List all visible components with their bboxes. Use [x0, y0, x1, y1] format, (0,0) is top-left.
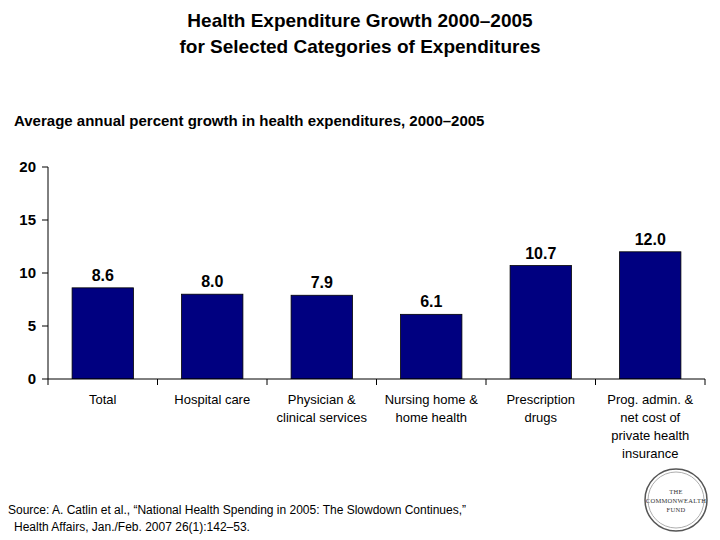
y-tick — [42, 220, 48, 221]
x-tick-label: Prescription drugs — [506, 392, 575, 425]
text-line: drugs — [524, 410, 557, 425]
data-label: 6.1 — [420, 293, 442, 310]
logo-text: THE — [669, 488, 683, 495]
bar — [620, 252, 681, 379]
y-tick — [42, 379, 48, 380]
x-band-tick — [48, 379, 49, 385]
bar — [510, 266, 571, 379]
text-line: Hospital care — [174, 392, 250, 407]
y-tick-label: 5 — [28, 317, 36, 334]
logo-circle — [645, 469, 707, 531]
text-line: for Selected Categories of Expenditures — [179, 36, 540, 57]
text-line: private health — [611, 428, 689, 443]
x-tick-label: Hospital care — [174, 392, 250, 407]
text-line: Prog. admin. & — [607, 392, 693, 407]
x-band-tick — [595, 379, 596, 385]
x-tick-label: Prog. admin. & net cost of private health i… — [607, 392, 693, 461]
bar — [401, 314, 462, 379]
x-band-tick — [157, 379, 158, 385]
bar — [72, 288, 133, 379]
data-label: 12.0 — [635, 231, 666, 248]
text-line: Prescription — [506, 392, 575, 407]
text-line: clinical services — [277, 410, 368, 425]
data-label: 8.6 — [92, 267, 114, 284]
subtitle: Average annual percent growth in health … — [14, 112, 484, 129]
x-tick-label: Physician & clinical services — [277, 392, 368, 425]
logo-text: COMMONWEALTH — [646, 497, 706, 504]
chart: Health Expenditure Growth 2000–2005 for S… — [0, 0, 720, 540]
x-band-tick — [705, 379, 706, 385]
y-tick — [42, 167, 48, 168]
x-band-tick — [267, 379, 268, 385]
y-tick-label: 10 — [19, 264, 36, 281]
text-line: insurance — [622, 446, 678, 461]
text-line: Total — [89, 392, 117, 407]
text-line: Physician & — [288, 392, 356, 407]
source: Source: A. Catlin et al., “National Heal… — [8, 503, 466, 517]
data-label: 8.0 — [201, 273, 223, 290]
y-tick-label: 0 — [28, 370, 36, 387]
bars — [72, 252, 681, 379]
text-line: Nursing home & — [385, 392, 479, 407]
y-tick — [42, 326, 48, 327]
x-band-tick — [486, 379, 487, 385]
x-band-tick — [376, 379, 377, 385]
text-line: net cost of — [620, 410, 680, 425]
text-line: home health — [395, 410, 467, 425]
title: Health Expenditure Growth 2000–2005 for S… — [179, 10, 540, 57]
source: Health Affairs, Jan./Feb. 2007 26(1):142… — [14, 520, 250, 534]
text-line: Health Expenditure Growth 2000–2005 — [187, 10, 533, 31]
bar — [182, 294, 243, 379]
x-tick-label: Nursing home & home health — [385, 392, 479, 425]
bar — [291, 295, 352, 379]
logo-text: FUND — [667, 506, 686, 513]
data-label: 7.9 — [311, 274, 333, 291]
y-tick-label: 20 — [19, 158, 36, 175]
y-tick — [42, 273, 48, 274]
data-label: 10.7 — [525, 245, 556, 262]
x-tick-label: Total — [89, 392, 117, 407]
y-tick-label: 15 — [19, 211, 36, 228]
